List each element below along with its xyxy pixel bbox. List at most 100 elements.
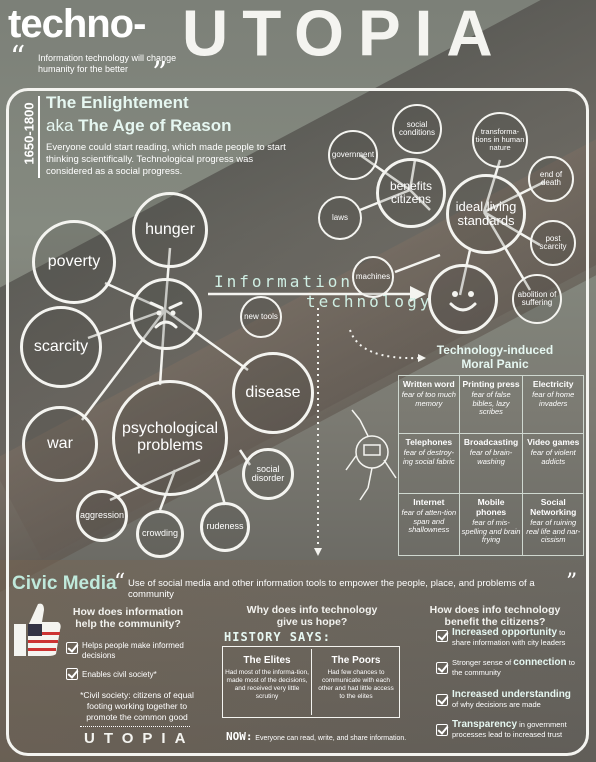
poors-body: Had few chances to communicate with each… <box>318 669 394 700</box>
col1-item: Helps people make informed decisions <box>82 641 184 660</box>
history-box: The Elites Had most of the informa-tion,… <box>222 646 400 718</box>
moral-panic-title-line1: Technology-induced <box>436 343 554 357</box>
moral-panic-title-line2: Moral Panic <box>461 357 529 371</box>
panic-cell-body: fear of home invaders <box>532 390 575 408</box>
enlightenment-title: The Enlightement <box>46 93 189 112</box>
moral-panic-grid: Written word fear of too much memory Prin… <box>398 375 584 556</box>
benefit-social-conditions-label: social conditions <box>398 119 436 137</box>
footer-divider <box>80 726 190 727</box>
enlightenment-aka: aka The Age of Reason <box>46 116 232 136</box>
benefit-item: Increased understanding of why decisions… <box>452 690 576 710</box>
problem-rudeness-label: rudeness <box>206 521 244 532</box>
benefit-laws-label: laws <box>331 212 348 222</box>
problem-rudeness: rudeness <box>200 502 250 552</box>
benefits-citizens-label: benefits citizens <box>389 179 433 206</box>
problem-aggression-label: aggression <box>79 510 125 521</box>
benefit-item-strong: Transparency <box>452 719 518 730</box>
benefit-item-rest: to the community <box>452 658 575 677</box>
panic-cell-body: fear of too much memory <box>401 390 456 408</box>
col1-heading: How does information help the community? <box>72 606 184 630</box>
panic-cell-head: Social Networking <box>530 497 577 517</box>
angry-face-icon <box>130 278 202 350</box>
panic-cell: Broadcasting fear of brain-washing <box>458 433 524 494</box>
problem-crowding: crowding <box>136 510 184 558</box>
panic-cell: Mobile phones fear of mis-spelling and br… <box>458 493 524 556</box>
civic-media-title: Civic Media <box>12 573 117 594</box>
benefits-citizens: benefits citizens <box>376 158 446 228</box>
problem-psychological-label: psychological problems <box>121 420 219 454</box>
benefit-item-rest: to share information with city leaders <box>452 628 566 647</box>
benefit-item: Increased opportunity to share informati… <box>452 628 572 648</box>
flow-label-information: Information <box>214 272 353 291</box>
panic-cell-head: Video games <box>527 437 580 447</box>
panic-cell-head: Written word <box>402 379 455 389</box>
panic-cell-head: Printing press <box>462 379 520 389</box>
panic-cell-body: fear of ruining real life and nar-cissis… <box>526 518 581 545</box>
problem-psychological: psychological problems <box>112 380 228 496</box>
background-warm-overlay <box>0 560 596 762</box>
elites-body: Had most of the informa-tion, made most … <box>225 669 309 700</box>
quote-open-mark: “ <box>10 40 26 75</box>
problem-hunger-label: hunger <box>145 220 195 238</box>
problem-crowding-label: crowding <box>141 528 179 539</box>
col1-item: Enables civil society* <box>82 670 157 679</box>
panic-cell-body: fear of destroy-ing social fabric <box>402 448 455 466</box>
panic-cell: Social Networking fear of ruining real li… <box>522 493 584 556</box>
civic-quote: Use of social media and other informatio… <box>128 578 535 600</box>
civic-quote-open: “ <box>114 570 126 595</box>
benefit-item-strong: connection <box>513 657 567 668</box>
checkbox-icon <box>436 724 448 736</box>
smiley-face-glyph <box>449 291 477 312</box>
standard-post-scarcity-label: post scarcity <box>539 233 567 251</box>
thumbs-up-flag-icon <box>14 603 61 656</box>
benefit-item-rest: in government processes lead to increase… <box>452 720 567 739</box>
checkbox-icon <box>436 694 448 706</box>
standard-end-of-death-label: end of death <box>539 169 563 187</box>
standard-transformations: transforma-tions in human nature <box>472 112 528 168</box>
panic-cell: Telephones fear of destroy-ing social fab… <box>398 433 460 494</box>
title-techno: techno- <box>8 2 146 46</box>
panic-cell-head: Broadcasting <box>463 437 519 447</box>
panic-cell-head: Electricity <box>532 379 574 389</box>
header-quote: Information technology will change human… <box>38 53 177 74</box>
benefit-social-conditions: social conditions <box>392 104 442 154</box>
civic-quote-close: ” <box>566 570 578 595</box>
standard-transformations-label: transforma-tions in human nature <box>475 127 525 152</box>
panic-cell-body: fear of brain-washing <box>469 448 513 466</box>
checkbox-icon <box>436 630 448 642</box>
now-label: NOW: <box>226 730 253 743</box>
standard-abolition-of-suffering-label: abolition of suffering <box>517 289 557 307</box>
bubble-machines-label: machines <box>355 271 391 281</box>
civil-society-note: *Civil society: citizens of equal footin… <box>80 690 194 722</box>
problem-poverty: poverty <box>32 220 116 304</box>
benefit-government: government <box>328 130 378 180</box>
title-utopia: UTOPIA <box>182 0 507 70</box>
problem-disease-label: disease <box>245 383 301 401</box>
aka-label: aka <box>46 116 74 135</box>
standard-post-scarcity: post scarcity <box>530 220 576 266</box>
panic-cell-body: fear of violent addicts <box>530 448 576 466</box>
problem-aggression: aggression <box>76 490 128 542</box>
panic-cell: Printing press fear of false bibles, lazy… <box>458 375 524 434</box>
panic-cell-body: fear of mis-spelling and brain frying <box>461 518 521 545</box>
col3-heading: How does info technology benefit the cit… <box>429 604 561 628</box>
benefit-item-rest: of why decisions are made <box>452 700 541 709</box>
quote-close-mark: ” <box>152 56 168 91</box>
enlightenment-body: Everyone could start reading, which made… <box>46 142 286 177</box>
now-line: NOW: Everyone can read, write, and share… <box>226 730 406 743</box>
age-of-reason: The Age of Reason <box>78 116 232 135</box>
content-frame <box>6 88 589 756</box>
benefit-item-pre: Stronger sense of <box>452 658 514 667</box>
problem-social-disorder: social disorder <box>242 448 294 500</box>
benefit-item: Stronger sense of connection to the comm… <box>452 658 576 678</box>
moral-panic-title: Technology-induced Moral Panic <box>430 343 560 371</box>
ideal-living-standards-label: ideal living standards <box>455 199 517 228</box>
standard-end-of-death: end of death <box>528 156 574 202</box>
panic-cell-head: Telephones <box>405 437 453 447</box>
col2-heading: Why does info technology give us hope? <box>246 604 378 628</box>
problem-war: war <box>22 406 98 482</box>
panic-cell-body: fear of atten-tion span and shallowness <box>401 508 457 535</box>
bubble-machines: machines <box>352 256 394 298</box>
problem-social-disorder-label: social disorder <box>251 463 285 483</box>
